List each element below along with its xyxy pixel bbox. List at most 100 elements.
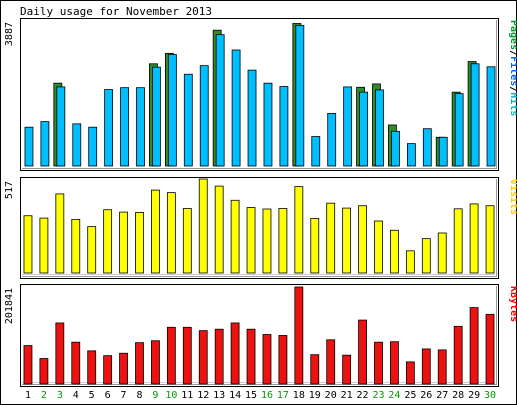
x-tick-label-day-13: 13 [213, 390, 225, 401]
visits-bar-visits-day-26 [421, 238, 431, 274]
visits-bar-visits-day-9 [151, 189, 160, 274]
hits-bar-hits-day-11 [183, 73, 193, 167]
kbytes-bar-kbytes-day-3 [55, 322, 65, 385]
kbytes-bar-kbytes-day-29 [469, 307, 479, 385]
kbytes-bar-kbytes-day-6 [103, 355, 113, 385]
kbytes-bar-kbytes-day-9 [151, 340, 160, 385]
x-tick-label-day-21: 21 [341, 390, 353, 401]
kbytes-bar-kbytes-day-4 [71, 341, 81, 385]
visits-bar-visits-day-13 [214, 185, 224, 274]
x-tick-label-day-6: 6 [105, 390, 111, 401]
x-tick-label-day-25: 25 [404, 390, 416, 401]
kbytes-bar-kbytes-day-22 [358, 319, 367, 385]
kbytes-bar-kbytes-day-16 [262, 334, 272, 385]
kbytes-bar-kbytes-day-23 [374, 341, 383, 385]
hits-bar-hits-day-27 [438, 136, 448, 167]
kbytes-bar-kbytes-day-21 [342, 354, 352, 385]
x-tick-label-day-5: 5 [89, 390, 95, 401]
hits-bar-hits-day-5 [88, 126, 98, 167]
kbytes-bar-kbytes-day-7 [119, 352, 128, 385]
kbytes-bar-kbytes-day-2 [39, 358, 49, 385]
hits-bar-hits-day-25 [406, 143, 416, 167]
kbytes-ymax-label: 201841 [4, 288, 15, 324]
kbytes-bar-kbytes-day-20 [326, 339, 336, 385]
visits-bar-visits-day-18 [294, 186, 304, 274]
hits-bar-hits-day-1 [24, 126, 34, 167]
hits-ymax-label: 3887 [4, 22, 15, 46]
hits-bar-hits-day-2 [40, 121, 50, 167]
visits-bar-visits-day-28 [453, 208, 463, 274]
x-tick-label-day-9: 9 [152, 390, 158, 401]
hits-bar-hits-day-21 [343, 86, 353, 167]
x-tick-label-day-24: 24 [388, 390, 400, 401]
hits-bar-hits-day-12 [199, 65, 209, 167]
x-tick-label-day-19: 19 [309, 390, 321, 401]
x-axis-labels: 1 2 3 4 5 6 7 8 9 10 11 12 13 14 15 16 17 18 19 20 21 22 23 24 2… [25, 390, 496, 401]
visits-bar-visits-day-6 [103, 209, 113, 274]
kbytes-bar-kbytes-day-12 [198, 330, 208, 385]
visits-bar-visits-day-19 [310, 218, 320, 274]
hits-bar-hits-day-24 [391, 130, 400, 167]
kbytes-bar-kbytes-day-25 [405, 361, 415, 385]
hits-bar-hits-day-20 [327, 113, 337, 167]
hits-bar-hits-day-30 [486, 66, 496, 167]
hits-bar-hits-day-16 [263, 82, 273, 167]
hits-bar-hits-day-29 [470, 63, 480, 167]
visits-bar-visits-day-24 [390, 229, 399, 274]
visits-bar-visits-day-11 [182, 208, 192, 274]
hits-bar-hits-day-10 [167, 54, 177, 167]
kbytes-bar-kbytes-day-8 [135, 342, 144, 385]
x-tick-label-day-23: 23 [372, 390, 384, 401]
x-tick-label-day-20: 20 [325, 390, 337, 401]
kbytes-bar-kbytes-day-10 [166, 326, 176, 385]
visits-bar-visits-day-15 [246, 207, 256, 274]
kbytes-bar-kbytes-day-28 [453, 325, 463, 385]
hits-legend-entry: Files [508, 56, 517, 86]
visits-bar-visits-day-22 [358, 205, 367, 274]
kbytes-bar-kbytes-day-13 [214, 328, 224, 385]
x-tick-label-day-29: 29 [468, 390, 480, 401]
hits-panel-frame [20, 18, 499, 171]
visits-bar-visits-day-7 [119, 211, 128, 274]
hits-bar-hits-day-4 [72, 123, 82, 167]
hits-legend-entry: Pages [508, 20, 517, 50]
hits-bar-hits-day-23 [375, 89, 384, 167]
hits-bar-hits-day-17 [279, 86, 289, 167]
visits-bar-visits-day-2 [39, 217, 49, 274]
kbytes-legend: KBytes [508, 286, 517, 322]
kbytes-bar-kbytes-day-24 [390, 341, 399, 385]
kbytes-panel: 201841 KBytes [4, 284, 517, 387]
visits-bar-visits-day-20 [326, 202, 336, 274]
visits-bar-visits-day-30 [485, 205, 495, 274]
kbytes-bar-kbytes-day-15 [246, 328, 256, 385]
kbytes-bar-kbytes-day-5 [87, 350, 97, 385]
visits-bar-visits-day-1 [23, 215, 33, 274]
hits-bar-hits-day-19 [311, 136, 321, 167]
x-tick-label-day-4: 4 [73, 390, 79, 401]
visits-legend: Visits [508, 179, 517, 215]
hits-bar-hits-day-8 [136, 87, 145, 167]
x-tick-label-day-10: 10 [165, 390, 177, 401]
kbytes-bar-kbytes-day-18 [294, 286, 304, 385]
x-tick-label-day-27: 27 [436, 390, 448, 401]
x-tick-label-day-2: 2 [41, 390, 47, 401]
kbytes-legend-entry: KBytes [508, 286, 517, 322]
x-tick-label-day-12: 12 [197, 390, 209, 401]
hits-bar-hits-day-28 [454, 93, 464, 167]
hits-bar-hits-day-14 [231, 49, 241, 167]
kbytes-bar-kbytes-day-11 [182, 326, 192, 385]
hits-legend-entry: / [508, 50, 517, 56]
x-tick-label-day-26: 26 [420, 390, 432, 401]
visits-bar-visits-day-16 [262, 208, 272, 274]
visits-bar-visits-day-23 [374, 220, 383, 274]
kbytes-bar-kbytes-day-27 [437, 349, 447, 385]
hits-bar-hits-day-15 [247, 69, 257, 167]
visits-panel: 517 Visits [4, 177, 517, 279]
x-tick-label-day-3: 3 [57, 390, 63, 401]
visits-legend-entry: Visits [508, 179, 517, 215]
visits-bar-visits-day-3 [55, 193, 65, 274]
hits-legend-entry: / [508, 86, 517, 92]
x-tick-label-day-28: 28 [452, 390, 464, 401]
